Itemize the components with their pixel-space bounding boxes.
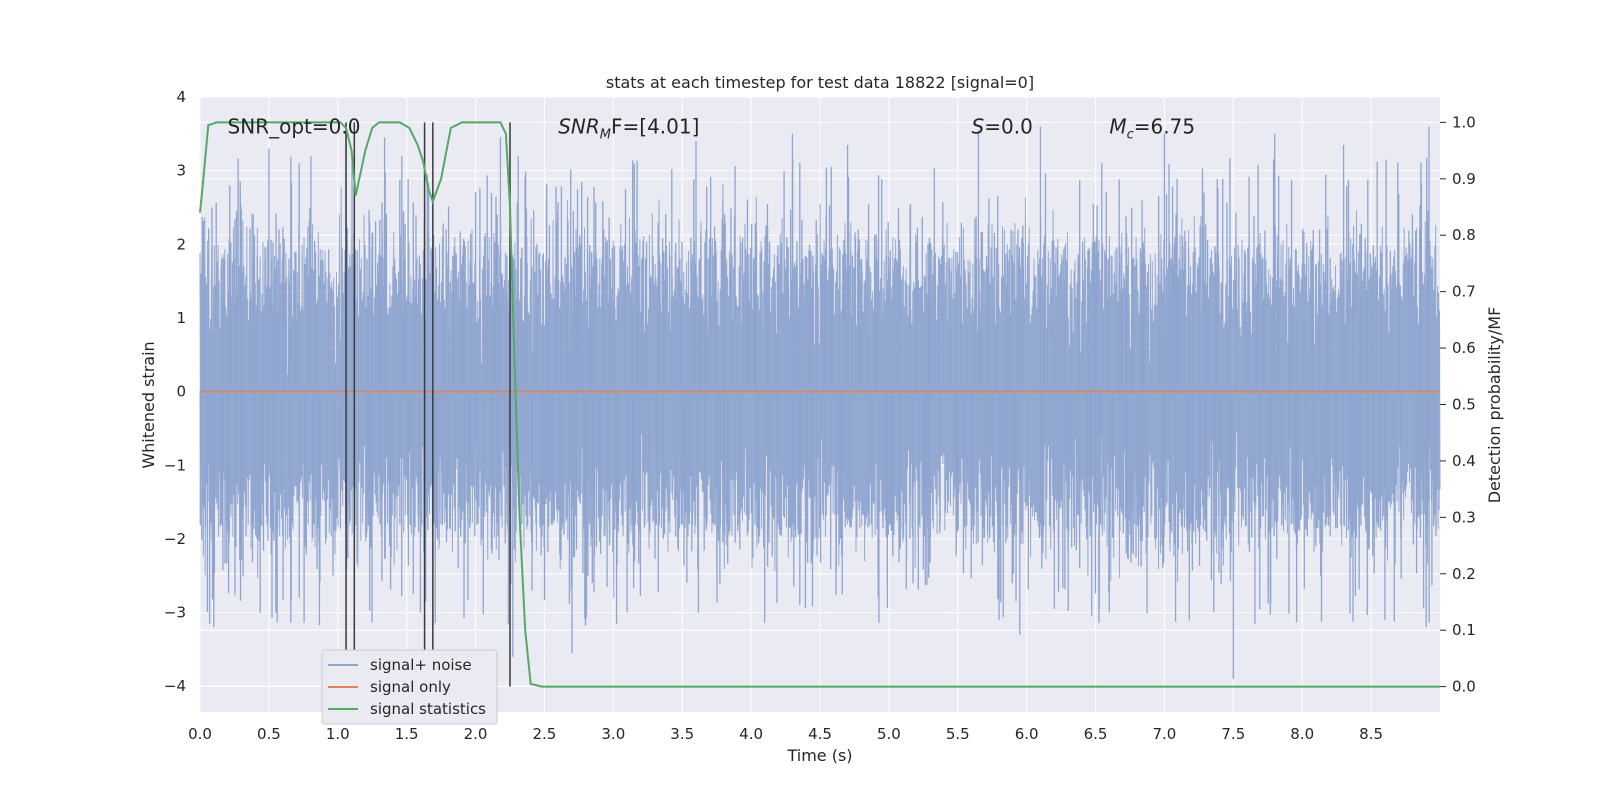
y2-tick-label: 0.1 <box>1452 621 1476 639</box>
x-tick-label: 5.0 <box>877 725 901 743</box>
x-tick-label: 7.0 <box>1153 725 1177 743</box>
annotation-1: SNRMF=[4.01] <box>558 114 699 142</box>
y2-tick-label: 0.9 <box>1452 170 1476 188</box>
annotation-0: SNR_opt=0.0 <box>228 114 361 138</box>
x-tick-label: 6.5 <box>1084 725 1108 743</box>
x-tick-label: 3.5 <box>670 725 694 743</box>
y2-axis-label: Detection probability/MF <box>1485 307 1504 504</box>
y-tick-label: −4 <box>164 677 186 695</box>
y2-tick-label: 0.0 <box>1452 678 1476 696</box>
chart-title: stats at each timestep for test data 188… <box>606 73 1034 92</box>
x-axis-ticks: 0.0 0.5 1.0 1.5 2.0 2.5 3.0 3.5 4.0 4.5 5.0 5.5 6.0 6… <box>188 725 1383 743</box>
x-tick-label: 7.5 <box>1221 725 1245 743</box>
y2-tick-label: 0.7 <box>1452 283 1476 301</box>
x-tick-label: 5.5 <box>946 725 970 743</box>
x-tick-label: 1.5 <box>395 725 419 743</box>
x-tick-label: 0.0 <box>188 725 212 743</box>
y2-tick-label: 0.2 <box>1452 565 1476 583</box>
legend-label: signal only <box>370 678 451 696</box>
signal-noise-spikes <box>199 126 1437 679</box>
signal-statistics-line <box>199 121 1440 688</box>
signal-noise-line <box>199 183 1441 599</box>
signal-statistics-series <box>199 121 1440 688</box>
y2-tick-label: 0.5 <box>1452 396 1476 414</box>
x-tick-label: 0.5 <box>257 725 281 743</box>
legend: signal+ noise signal only signal statistic… <box>321 649 498 725</box>
y2-tick-label: 0.8 <box>1452 226 1476 244</box>
y-tick-label: −2 <box>164 530 186 548</box>
y2-tick-label: 0.4 <box>1452 452 1476 470</box>
annotation-2: S=0.0 <box>972 114 1033 138</box>
y-tick-label: −3 <box>164 604 186 622</box>
y-axis-ticks: 4 3 2 1 0 −1 −2 −3 −4 <box>164 88 186 695</box>
x-tick-label: 8.0 <box>1290 725 1314 743</box>
x-tick-label: 2.5 <box>533 725 557 743</box>
detection-vlines <box>345 122 511 687</box>
signal-noise-series <box>199 126 1441 679</box>
y2-axis-ticks: 1.0 0.9 0.8 0.7 0.6 0.5 0.4 0.3 0.2 0.1 0.0 <box>1440 113 1476 696</box>
x-tick-label: 3.0 <box>601 725 625 743</box>
x-tick-label: 4.5 <box>808 725 832 743</box>
x-tick-label: 4.0 <box>739 725 763 743</box>
y-tick-label: 3 <box>176 162 186 180</box>
y-axis-label: Whitened strain <box>139 341 158 468</box>
annotations: SNR_opt=0.0 SNRMF=[4.01] S=0.0 Mc=6.75 <box>228 114 1195 142</box>
y-tick-label: −1 <box>164 456 186 474</box>
x-tick-label: 8.5 <box>1359 725 1383 743</box>
y2-tick-label: 0.3 <box>1452 508 1476 526</box>
y-tick-label: 0 <box>176 383 186 401</box>
x-tick-label: 2.0 <box>464 725 488 743</box>
y2-tick-label: 1.0 <box>1452 113 1476 131</box>
legend-label: signal statistics <box>370 700 486 718</box>
y2-tick-label: 0.6 <box>1452 339 1476 357</box>
x-tick-label: 1.0 <box>326 725 350 743</box>
x-tick-label: 6.0 <box>1015 725 1039 743</box>
legend-label: signal+ noise <box>370 656 472 674</box>
y-tick-label: 1 <box>176 309 186 327</box>
legend-box <box>321 649 498 725</box>
x-axis-label: Time (s) <box>786 746 852 765</box>
y-tick-label: 4 <box>176 88 186 106</box>
annotation-3: Mc=6.75 <box>1109 114 1195 142</box>
y-tick-label: 2 <box>176 235 186 253</box>
